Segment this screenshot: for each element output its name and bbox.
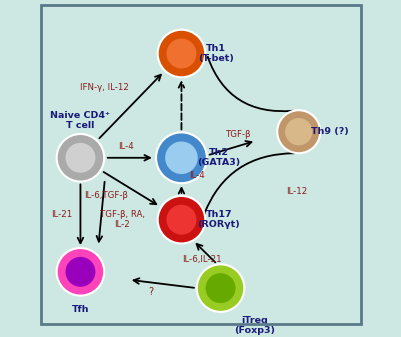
Circle shape xyxy=(284,118,312,145)
Text: IL-21: IL-21 xyxy=(51,210,72,219)
Circle shape xyxy=(157,30,205,77)
Circle shape xyxy=(157,196,205,243)
FancyArrowPatch shape xyxy=(204,153,294,214)
Text: IL-6,TGF-β: IL-6,TGF-β xyxy=(84,191,128,200)
Text: IL-6,IL-21: IL-6,IL-21 xyxy=(182,255,221,264)
Text: Th2
(GATA3): Th2 (GATA3) xyxy=(197,148,240,167)
FancyArrowPatch shape xyxy=(207,57,293,111)
Text: IL-4: IL-4 xyxy=(118,142,134,151)
Circle shape xyxy=(156,132,207,183)
Circle shape xyxy=(57,134,104,182)
Circle shape xyxy=(205,273,235,303)
Circle shape xyxy=(166,205,196,235)
Circle shape xyxy=(277,110,320,153)
Text: IL-12: IL-12 xyxy=(286,187,307,196)
Text: IFN-γ, IL-12: IFN-γ, IL-12 xyxy=(80,83,129,92)
Text: Tfh: Tfh xyxy=(71,305,89,314)
Text: Th1
(T-bet): Th1 (T-bet) xyxy=(197,44,233,63)
Text: Th17
(RORγt): Th17 (RORγt) xyxy=(197,210,240,229)
Circle shape xyxy=(65,143,95,173)
Circle shape xyxy=(196,264,244,312)
Text: Th9 (?): Th9 (?) xyxy=(311,127,348,136)
Text: IL-4: IL-4 xyxy=(189,171,205,180)
Text: Naive CD4⁺
T cell: Naive CD4⁺ T cell xyxy=(50,111,110,130)
Circle shape xyxy=(165,142,197,174)
Circle shape xyxy=(166,38,196,68)
Circle shape xyxy=(65,257,95,287)
Text: TGF-β, RA,
IL-2: TGF-β, RA, IL-2 xyxy=(99,210,144,229)
Circle shape xyxy=(57,248,104,296)
Text: ?: ? xyxy=(148,287,153,297)
Text: iTreg
(Foxp3): iTreg (Foxp3) xyxy=(234,316,275,335)
Text: TGF-β: TGF-β xyxy=(225,130,251,139)
